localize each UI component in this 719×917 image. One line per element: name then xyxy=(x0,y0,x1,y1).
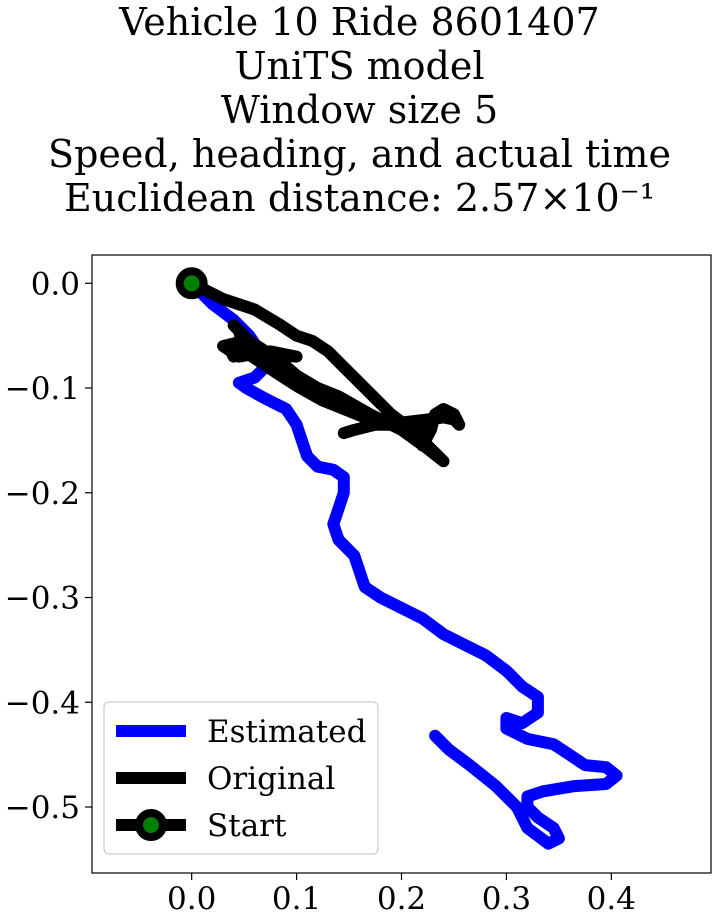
chart-title: Vehicle 10 Ride 8601407 UniTS model Wind… xyxy=(0,0,719,220)
x-tick-label: 0.2 xyxy=(377,881,426,917)
legend-label-estimated: Estimated xyxy=(207,714,366,750)
title-line-3: Window size 5 xyxy=(220,88,499,132)
title-line-2: UniTS model xyxy=(234,44,485,88)
x-tick-label: 0.1 xyxy=(272,881,321,917)
series-layer xyxy=(175,267,623,850)
y-tick-label: −0.3 xyxy=(5,581,80,617)
y-tick-label: −0.2 xyxy=(5,476,80,512)
y-tick-label: −0.1 xyxy=(5,371,80,407)
series-line-estimated xyxy=(185,277,623,850)
title-line-5: Euclidean distance: 2.57×10⁻¹ xyxy=(64,176,655,220)
title-line-4: Speed, heading, and actual time xyxy=(48,132,671,176)
x-tick-label: 0.3 xyxy=(482,881,531,917)
x-tick-label: 0.0 xyxy=(167,881,216,917)
y-tick-label: −0.4 xyxy=(5,685,80,721)
legend-label-start: Start xyxy=(207,808,287,844)
series-line-original xyxy=(185,277,466,468)
legend-start-marker xyxy=(135,809,167,841)
legend-label-original: Original xyxy=(207,761,335,797)
legend-box xyxy=(103,701,379,855)
y-tick-label: 0.0 xyxy=(31,266,80,302)
ticks-layer: 0.0 0.1 0.2 0.3 0.4 0.0 −0.1 −0.2 −0.3 −0.4 −0.5 xyxy=(5,266,636,917)
legend: Estimated Original Start xyxy=(103,701,379,855)
x-tick-label: 0.4 xyxy=(587,881,636,917)
title-line-1: Vehicle 10 Ride 8601407 xyxy=(119,0,600,44)
start-marker xyxy=(175,267,208,300)
y-tick-label: −0.5 xyxy=(5,790,80,826)
